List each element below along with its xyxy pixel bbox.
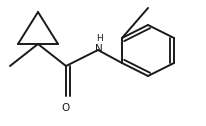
Text: O: O <box>62 103 70 113</box>
Text: H: H <box>96 34 102 43</box>
Text: N: N <box>95 44 103 54</box>
